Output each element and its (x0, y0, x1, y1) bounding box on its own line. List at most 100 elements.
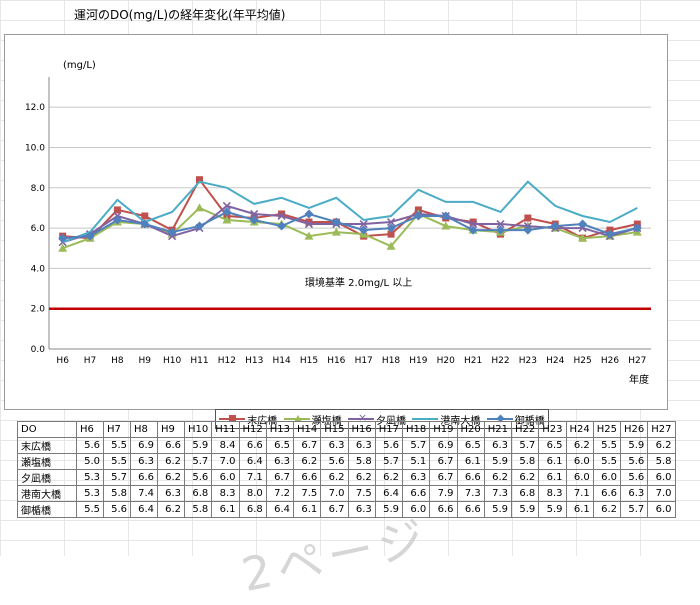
table-cell: 5.6 (183, 469, 213, 486)
table-row: 夕凪橋 5.3 5.7 6.6 6.2 5.6 6.0 7.1 6.7 6.6 6.2 6.2 6.2 6… (17, 469, 676, 486)
point-marker (167, 227, 177, 237)
x-tick-label: H11 (190, 356, 208, 366)
x-tick-label: H10 (163, 356, 181, 366)
point-marker (277, 211, 286, 221)
table-cell: 5.8 (647, 453, 676, 470)
legend-swatch (283, 414, 310, 424)
x-tick-label: H20 (437, 356, 455, 366)
table-header-row: DO H6 H7 H8 H9 H10 H11 H12 H13 H14 H15 H16 H17 H18 H19… (17, 421, 676, 438)
table-header-label: DO (17, 421, 77, 438)
table-cell: 6.0 (211, 469, 240, 486)
table-cell: 6.4 (130, 501, 158, 518)
y-tick-label: 12.0 (25, 103, 45, 113)
chart-frame[interactable]: 0.0 2.0 4.0 6.0 8.0 10.0 12.0 (mg/L) H6 H7 H8 H9 H10… (4, 34, 668, 429)
x-tick-label: H7 (84, 356, 97, 366)
point-marker (578, 219, 588, 229)
table-cell: 6.1 (456, 453, 485, 470)
table-cell: 5.5 (592, 437, 622, 454)
table-cell: 6.2 (565, 437, 594, 454)
point-marker (632, 223, 642, 233)
point-marker (523, 225, 533, 235)
table-row: 港南大橋 5.3 5.8 7.4 6.3 6.8 8.3 8.0 7.2 7.5 7.0 7.5 6.4… (17, 485, 676, 502)
line-chart: 0.0 2.0 4.0 6.0 8.0 10.0 12.0 (mg/L) H6 H7 H8 H9 H10… (25, 60, 651, 386)
x-tick-label: H17 (355, 356, 373, 366)
y-tick-label: 0.0 (31, 345, 46, 355)
table-cell: 5.9 (483, 453, 513, 470)
table-cell: 6.1 (565, 501, 594, 518)
table-column-header: H20 (456, 421, 485, 438)
table-cell: 7.9 (429, 485, 458, 502)
table-cell: 7.3 (456, 485, 485, 502)
table-column-header: H17 (374, 421, 404, 438)
point-marker (195, 203, 204, 212)
series-line (62, 210, 638, 240)
table-cell: 6.6 (429, 501, 458, 518)
point-marker (578, 233, 588, 242)
table-cell: 5.7 (183, 453, 213, 470)
point-marker (386, 223, 396, 233)
table-cell: 6.0 (647, 469, 676, 486)
legend-swatch: × (347, 412, 374, 424)
y-tick-label: 8.0 (31, 184, 46, 194)
x-tick-label: H27 (628, 356, 646, 366)
table-cell: 5.7 (510, 437, 540, 454)
table-column-header: H9 (157, 421, 185, 438)
x-tick-label: H23 (519, 356, 537, 366)
point-marker (304, 209, 314, 219)
table-cell: 6.0 (565, 453, 594, 470)
table-cell: 6.2 (292, 453, 322, 470)
point-marker (441, 221, 451, 230)
table-cell: 6.2 (647, 437, 676, 454)
table-column-header: H26 (619, 421, 649, 438)
table-cell: 6.6 (456, 469, 485, 486)
table-column-header: H21 (483, 421, 513, 438)
table-cell: 5.5 (103, 453, 131, 470)
point-marker (277, 221, 287, 231)
x-tick-label: H19 (409, 356, 427, 366)
point-marker (195, 221, 204, 231)
table-cell: 5.6 (320, 453, 349, 470)
table-cell: 6.3 (347, 501, 376, 518)
point-marker (331, 227, 341, 236)
y-tick-label: 2.0 (31, 305, 46, 315)
table-cell: 6.0 (401, 501, 431, 518)
table-cell: 5.5 (103, 437, 131, 454)
point-marker (278, 210, 286, 218)
table-cell: 6.3 (130, 453, 158, 470)
table-column-header: H8 (130, 421, 158, 438)
table-cell: 6.2 (157, 453, 185, 470)
x-tick-label: H16 (327, 356, 345, 366)
table-cell: 7.3 (483, 485, 513, 502)
y-axis-label: (mg/L) (63, 60, 96, 71)
y-tick-label: 4.0 (31, 264, 46, 274)
point-marker (359, 225, 369, 235)
point-marker (304, 231, 314, 240)
point-marker (413, 211, 423, 221)
table-cell: 6.4 (374, 485, 404, 502)
table-cell: 5.0 (76, 453, 104, 470)
table-cell: 6.7 (320, 501, 349, 518)
table-cell: 5.9 (619, 437, 649, 454)
x-tick-label: H6 (56, 356, 69, 366)
table-cell: 5.7 (619, 501, 649, 518)
table-row: 瀬塩橋 5.0 5.5 6.3 6.2 5.7 7.0 6.4 6.3 6.2 5.6 5.8 5.7 5… (17, 453, 676, 470)
point-marker (222, 207, 232, 217)
table-cell: 7.5 (292, 485, 322, 502)
table-cell: 6.2 (347, 469, 376, 486)
table-column-header: H13 (265, 421, 295, 438)
table-cell: 6.6 (292, 469, 322, 486)
x-tick-label: H26 (601, 356, 619, 366)
sheet-title: 運河のDO(mg/L)の経年変化(年平均値) (74, 8, 286, 22)
point-marker (113, 206, 121, 214)
y-tick-label: 6.0 (31, 224, 46, 234)
table-cell: 5.6 (103, 501, 131, 518)
table-column-header: H27 (647, 421, 676, 438)
table-cell: 6.6 (238, 437, 267, 454)
x-tick-label: H13 (245, 356, 263, 366)
table-column-header: H22 (510, 421, 540, 438)
table-cell: 6.6 (157, 437, 185, 454)
table-row-label: 夕凪橋 (17, 469, 77, 486)
table-cell: 8.3 (538, 485, 567, 502)
table-cell: 5.6 (374, 437, 404, 454)
table-cell: 5.8 (347, 453, 376, 470)
